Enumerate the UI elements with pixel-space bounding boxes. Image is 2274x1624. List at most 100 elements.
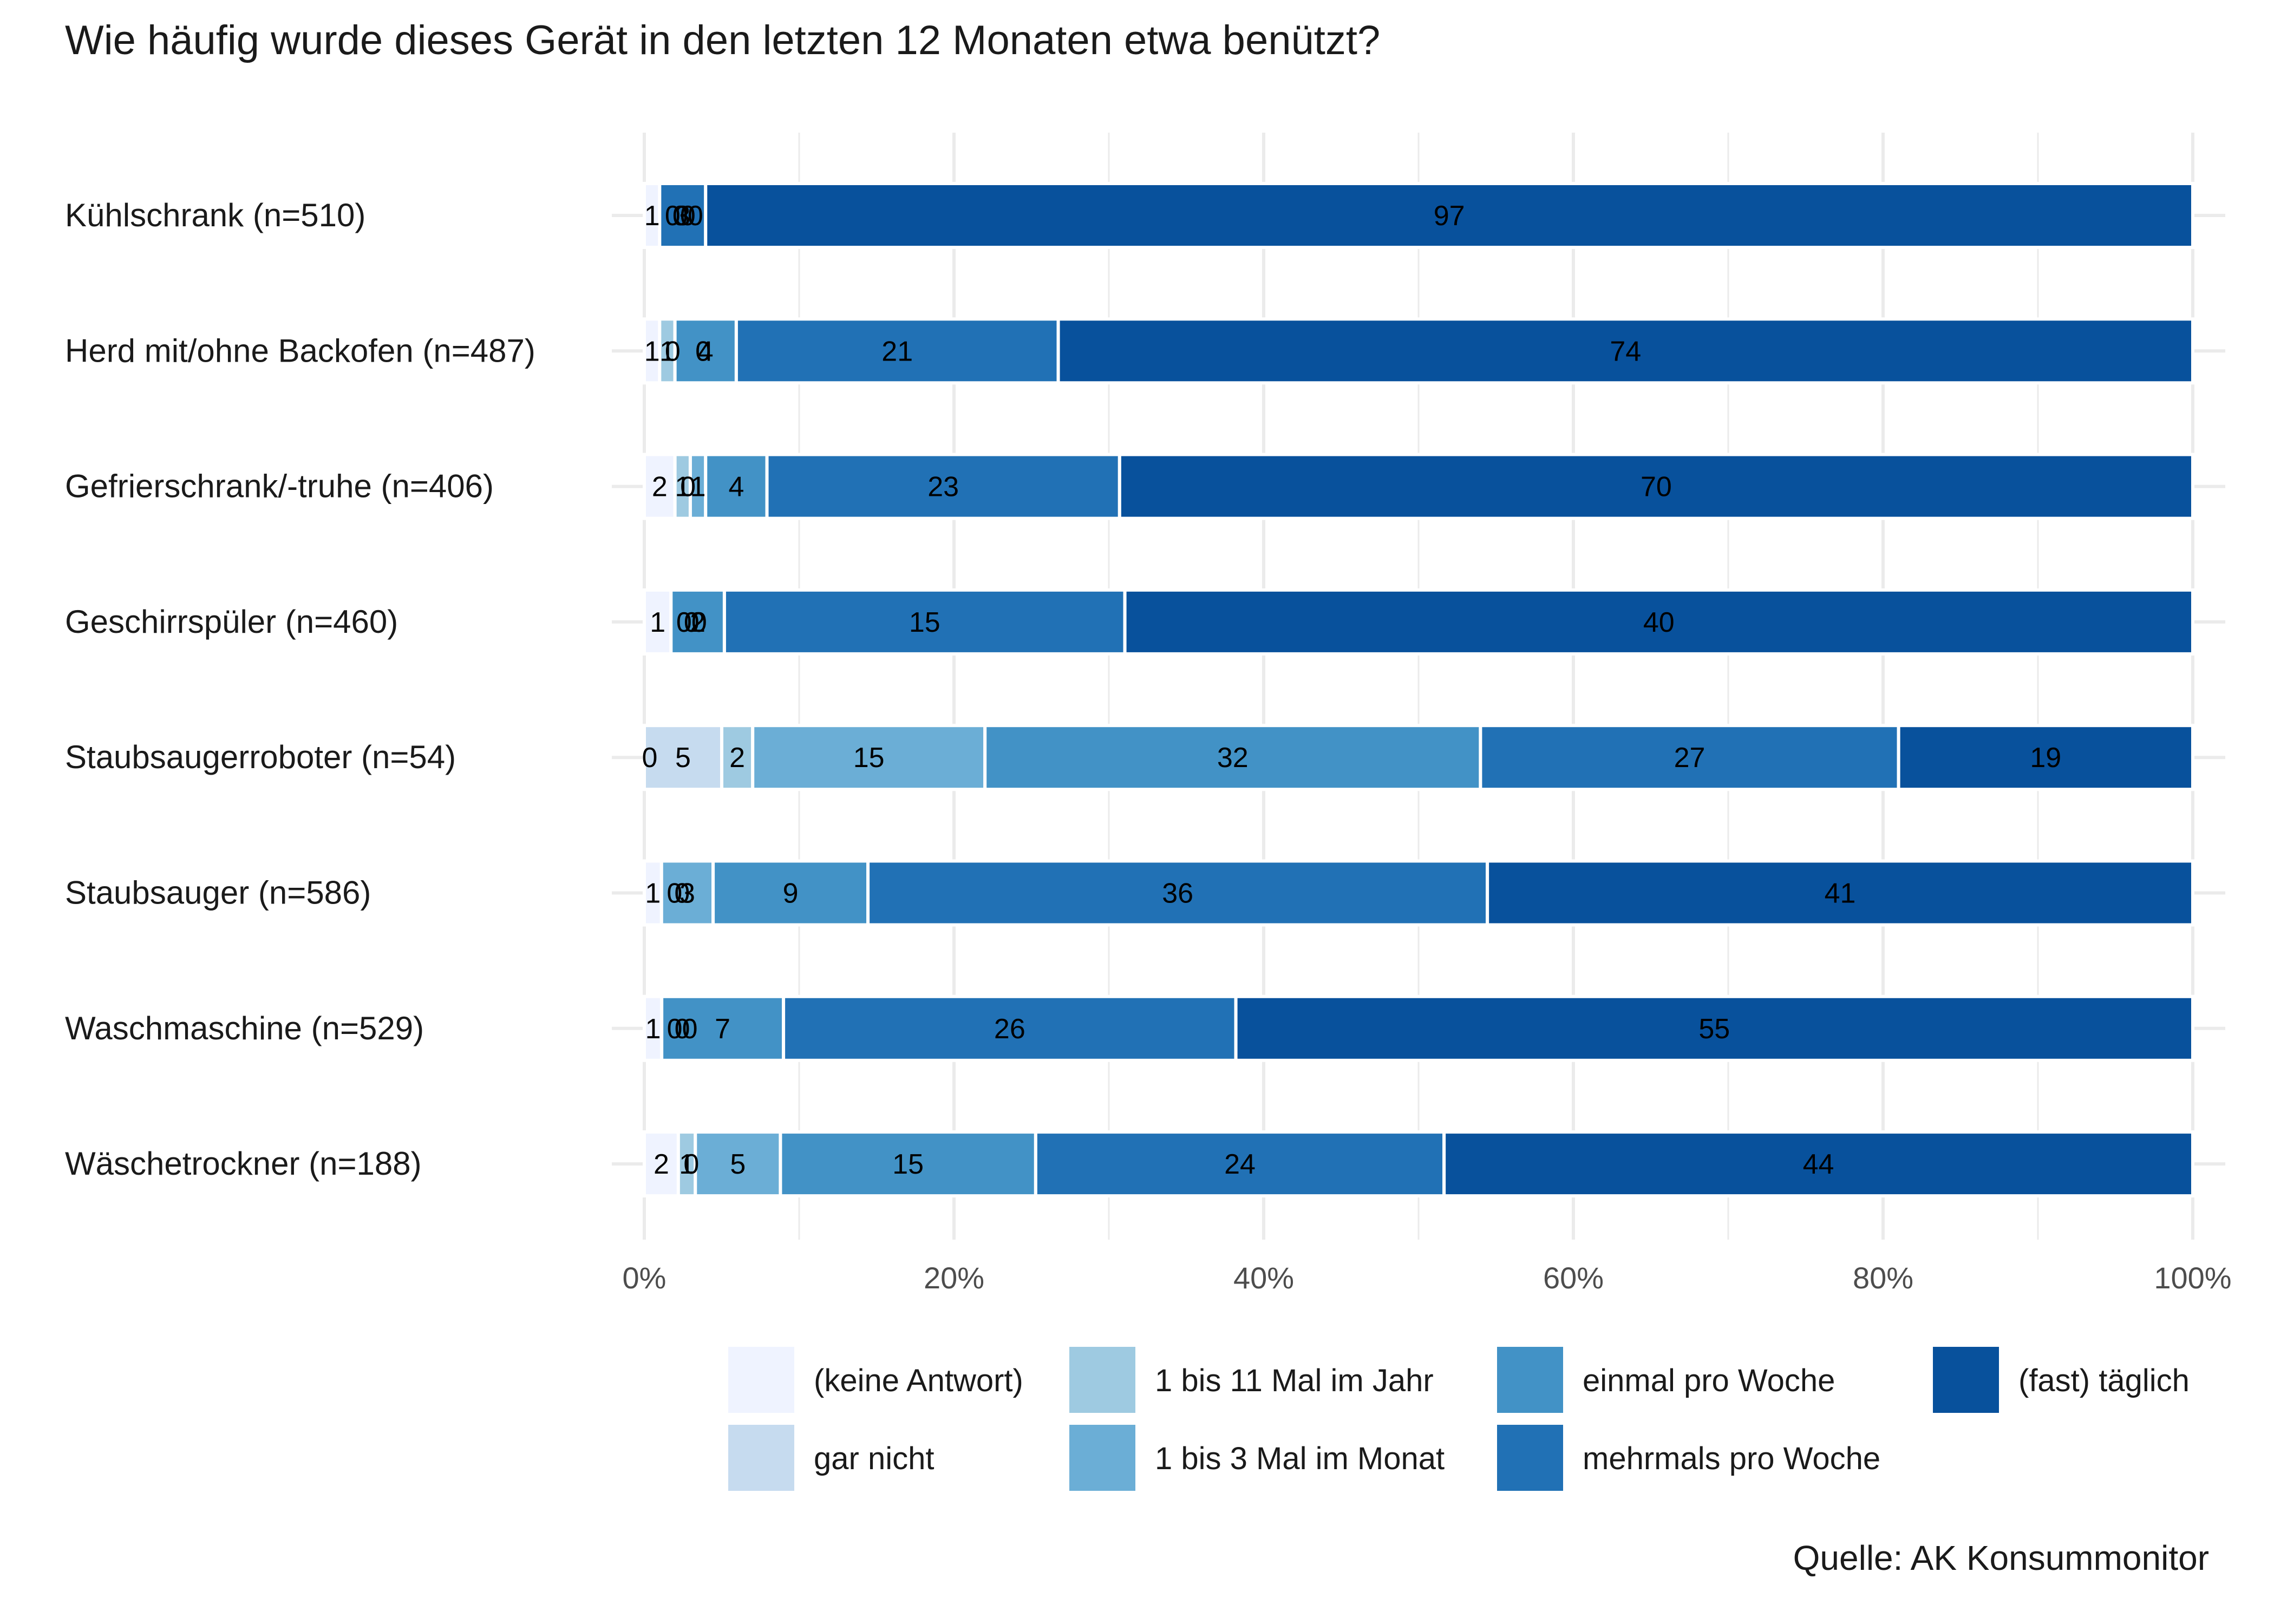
bar-segment — [1234, 994, 2194, 1062]
bar-segment — [751, 724, 987, 791]
bar-segment — [1123, 588, 2194, 656]
bar-segment — [782, 994, 1238, 1062]
bar-segment — [658, 182, 708, 249]
legend-label: (fast) täglich — [2018, 1363, 2190, 1398]
bar-segment — [1118, 453, 2194, 520]
bar-value-label: 0 — [667, 1013, 683, 1045]
category-label: Staubsaugerroboter (n=54) — [65, 739, 456, 775]
category-label: Staubsauger (n=586) — [65, 875, 371, 911]
bar-value-label: 4 — [698, 336, 714, 367]
bar-value-label: 0 — [683, 1149, 699, 1180]
bar-value-label: 1 — [679, 1149, 695, 1180]
bar-segment — [676, 1130, 697, 1198]
bar-value-label: 32 — [1217, 742, 1249, 774]
bar-value-label: 2 — [690, 607, 705, 638]
bar-value-label: 2 — [652, 472, 668, 503]
bar-value-label: 1 — [644, 200, 660, 232]
bar-value-label: 36 — [1162, 878, 1193, 909]
x-tick-labels: 0% 20% 40% 60% 80% 100% — [623, 1261, 2232, 1295]
bar-value-label: 1 — [644, 336, 660, 367]
x-tick-label: 100% — [2154, 1261, 2231, 1295]
bar-value-label: 0 — [682, 1013, 698, 1045]
category-label: Gefrierschrank/-truhe (n=406) — [65, 468, 494, 505]
bar-value-label: 4 — [728, 472, 744, 503]
bar-value-label: 0 — [674, 878, 690, 909]
bar-value-label: 1 — [645, 1013, 661, 1045]
bar-value-label: 26 — [994, 1013, 1025, 1045]
legend-label: gar nicht — [814, 1441, 934, 1476]
chart-title: Wie häufig wurde dieses Gerät in den let… — [65, 17, 1380, 63]
legend-swatch — [728, 1425, 794, 1491]
bar-segment — [643, 724, 723, 791]
legend-swatch — [1497, 1425, 1563, 1491]
bar-value-label: 70 — [1641, 472, 1672, 503]
bars: 1000039710104217420114237010002154041052… — [642, 182, 2195, 1198]
bar-value-label: 1 — [659, 336, 675, 367]
legend-label: 1 bis 3 Mal im Monat — [1155, 1441, 1445, 1476]
bar-segment — [660, 994, 786, 1062]
category-label: Wäschetrockner (n=188) — [65, 1145, 422, 1182]
bar-value-label: 74 — [1610, 336, 1641, 367]
bar-segment — [722, 588, 1127, 656]
bar-value-label: 44 — [1803, 1149, 1834, 1180]
category-label: Herd mit/ohne Backofen (n=487) — [65, 332, 535, 369]
bar-value-label: 2 — [654, 1149, 669, 1180]
bar-segment — [1897, 724, 2195, 791]
bar-segment — [673, 453, 692, 520]
bar-value-label: 41 — [1825, 878, 1856, 909]
bar-value-label: 55 — [1698, 1013, 1730, 1045]
grid — [612, 133, 2225, 1240]
category-label: Waschmaschine (n=529) — [65, 1010, 424, 1046]
legend-label: (keine Antwort) — [814, 1363, 1023, 1398]
bar-value-label: 15 — [909, 607, 940, 638]
bar-value-label: 2 — [729, 742, 745, 774]
bar-value-label: 19 — [2030, 742, 2061, 774]
bar-value-label: 0 — [665, 200, 681, 232]
bar-value-label: 0 — [672, 200, 688, 232]
bar-value-label: 40 — [1643, 607, 1675, 638]
bar-value-label: 1 — [690, 472, 706, 503]
bar-value-label: 0 — [695, 336, 711, 367]
bar-segment — [694, 1130, 782, 1198]
bar-value-label: 1 — [650, 607, 665, 638]
legend-swatch — [1069, 1347, 1135, 1413]
bar-segment — [734, 317, 1060, 385]
bar-value-label: 3 — [675, 200, 690, 232]
bar-value-label: 0 — [680, 472, 696, 503]
bar-value-label: 5 — [730, 1149, 746, 1180]
bar-value-label: 23 — [927, 472, 959, 503]
x-tick-label: 80% — [1853, 1261, 1913, 1295]
bar-value-label: 3 — [679, 878, 695, 909]
bar-segment — [765, 453, 1121, 520]
caption: Quelle: AK Konsummonitor — [1793, 1538, 2209, 1577]
bar-value-label: 27 — [1674, 742, 1706, 774]
x-tick-label: 20% — [924, 1261, 984, 1295]
bar-value-label: 5 — [675, 742, 691, 774]
bar-segment — [1034, 1130, 1446, 1198]
bar-value-label: 0 — [642, 742, 658, 774]
bar-value-label: 0 — [688, 200, 703, 232]
category-label: Kühlschrank (n=510) — [65, 197, 365, 233]
bar-segment — [643, 1130, 680, 1198]
bar-value-label: 0 — [665, 336, 681, 367]
legend-swatch — [1069, 1425, 1135, 1491]
bar-value-label: 1 — [645, 878, 661, 909]
bar-segment — [1056, 317, 2194, 385]
bar-segment — [1486, 859, 2194, 927]
bar-value-label: 7 — [715, 1013, 730, 1045]
bar-value-label: 97 — [1434, 200, 1465, 232]
bar-segment — [643, 182, 662, 249]
category-labels: Kühlschrank (n=510) Herd mit/ohne Backofe… — [65, 197, 535, 1182]
category-label: Geschirrspüler (n=460) — [65, 604, 398, 640]
bar-value-label: 0 — [691, 607, 707, 638]
bar-value-label: 24 — [1224, 1149, 1256, 1180]
x-tick-label: 40% — [1233, 1261, 1294, 1295]
legend-swatch — [1497, 1347, 1563, 1413]
bar-value-label: 9 — [783, 878, 799, 909]
bar-value-label: 15 — [892, 1149, 924, 1180]
bar-value-label: 15 — [853, 742, 885, 774]
bar-segment — [643, 453, 677, 520]
bar-value-label: 0 — [666, 878, 682, 909]
legend-swatch — [728, 1347, 794, 1413]
